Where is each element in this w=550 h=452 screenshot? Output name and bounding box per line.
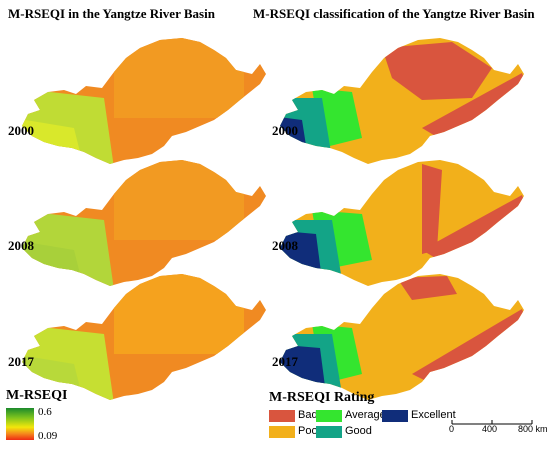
basin-middle [114,38,244,118]
label-good: Good [345,425,372,437]
basin-middle [114,274,244,354]
class-bad-east [412,309,524,384]
label-poor: Poor [298,425,322,437]
class-bad-east [422,195,524,262]
year-label-left-2017: 2017 [8,354,34,369]
swatch-excellent [382,410,408,422]
continuous-legend-gradient [6,408,34,440]
class-bad-north [397,276,457,300]
continuous-map-2017 [22,274,266,400]
continuous-map-2000 [22,38,266,164]
scale-tick-0: 0 [449,424,455,434]
basin-middle [114,160,244,240]
class-legend-title: M-RSEQI Rating [269,390,375,405]
label-bad: Bad [298,409,318,421]
year-label-right-2017: 2017 [272,354,298,369]
swatch-good [316,426,342,438]
swatch-average [316,410,342,422]
continuous-map-2008 [22,160,266,286]
year-label-right-2008: 2008 [272,238,298,253]
legend-min-label: 0.09 [38,430,58,442]
classification-map-2008 [280,160,524,286]
year-label-left-2000: 2000 [8,123,34,138]
scale-tick-400: 400 [482,424,498,434]
label-excellent: Excellent [411,409,456,421]
label-average: Average [345,409,386,421]
scale-bar [451,420,533,425]
year-label-right-2000: 2000 [272,123,298,138]
year-label-left-2008: 2008 [8,238,34,253]
swatch-poor [269,426,295,438]
class-bad-north [382,42,492,100]
legend-max-label: 0.6 [38,406,52,418]
class-bad-north [422,164,442,254]
right-panel-title: M-RSEQI classification of the Yangtze Ri… [253,6,535,21]
classification-map-2017 [280,274,524,400]
scale-tick-800: 800 km [518,424,548,434]
classification-map-2000 [280,38,524,164]
class-bad-east [422,73,524,140]
left-panel-title: M-RSEQI in the Yangtze River Basin [8,6,215,21]
continuous-legend-title: M-RSEQI [6,388,68,403]
swatch-bad [269,410,295,422]
